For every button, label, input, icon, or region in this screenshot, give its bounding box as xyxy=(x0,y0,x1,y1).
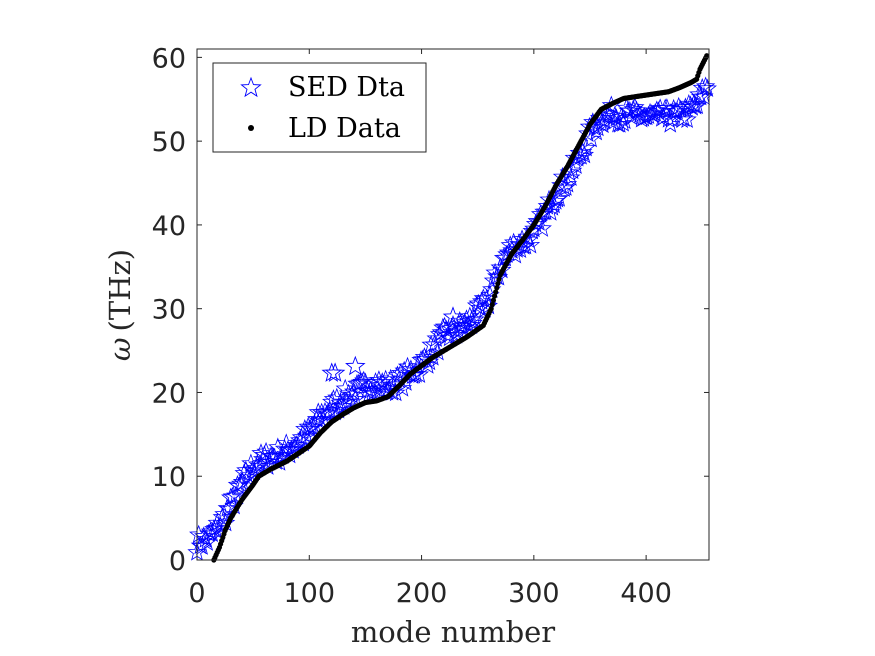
x-tick-label: 200 xyxy=(396,578,448,609)
legend-box xyxy=(212,62,427,153)
y-tick-label: 50 xyxy=(152,127,186,158)
y-tick-label: 20 xyxy=(152,378,186,409)
sed-point xyxy=(364,383,384,403)
x-tick-label: 0 xyxy=(188,578,205,609)
sed-point xyxy=(244,461,264,481)
sed-point xyxy=(222,486,243,505)
sed-point xyxy=(522,221,542,240)
y-tick-label: 30 xyxy=(152,295,186,326)
ld-point xyxy=(488,306,494,312)
sed-point xyxy=(327,387,347,407)
ld-point xyxy=(491,293,498,299)
sed-point xyxy=(217,498,237,517)
y-axis-unit: (THz) xyxy=(103,249,137,332)
y-tick-label: 0 xyxy=(169,546,186,577)
sed-point xyxy=(500,235,520,254)
sed-point xyxy=(424,334,445,354)
sed-point xyxy=(470,298,490,317)
sed-point xyxy=(677,109,697,128)
sed-point xyxy=(616,98,637,117)
ld-series-layer xyxy=(211,53,710,563)
sed-point xyxy=(680,95,701,114)
sed-point xyxy=(535,201,556,221)
sed-point xyxy=(524,218,544,238)
ld-point xyxy=(494,285,500,291)
x-tick-label: 300 xyxy=(508,578,560,609)
legend-sed-marker xyxy=(240,76,262,98)
sed-point xyxy=(517,226,537,246)
y-tick-label: 10 xyxy=(152,462,186,493)
legend: SED Dta LD Data xyxy=(212,62,427,153)
y-tick-label: 40 xyxy=(152,211,186,242)
ld-point xyxy=(496,276,502,282)
sed-point xyxy=(434,316,455,336)
sed-point xyxy=(354,370,374,390)
ld-point xyxy=(489,301,495,308)
legend-ld-marker xyxy=(248,125,254,131)
y-axis-symbol: ω xyxy=(103,337,137,361)
sed-outlier-point xyxy=(442,306,464,326)
legend-sed-label: SED Dta xyxy=(288,72,405,103)
sed-outlier-point xyxy=(460,314,482,335)
legend-ld-label: LD Data xyxy=(288,113,401,144)
ld-point xyxy=(495,280,501,287)
sed-point xyxy=(190,535,211,555)
sed-point xyxy=(333,396,354,415)
legend-star-shape xyxy=(240,76,262,98)
sed-point xyxy=(419,351,440,371)
sed-point xyxy=(613,113,633,132)
sed-point xyxy=(386,382,406,402)
sed-point xyxy=(697,78,717,97)
sed-point xyxy=(520,235,541,254)
sed-point xyxy=(253,449,273,468)
y-axis-label: ω (THz) xyxy=(103,249,137,361)
sed-point xyxy=(330,392,350,412)
sed-point xyxy=(202,523,222,543)
sed-point xyxy=(669,96,689,116)
sed-point xyxy=(527,211,547,230)
sed-point xyxy=(461,310,482,329)
axes-frame xyxy=(196,48,710,561)
sed-point xyxy=(226,485,246,505)
ld-point xyxy=(490,297,497,303)
sed-outlier-point xyxy=(345,355,366,376)
sed-point xyxy=(667,101,687,120)
x-axis-label: mode number xyxy=(351,615,555,649)
sed-point xyxy=(229,476,249,495)
sed-point xyxy=(625,97,645,116)
sed-point xyxy=(684,94,704,113)
sed-point xyxy=(465,309,485,328)
sed-point xyxy=(293,432,313,452)
ld-point xyxy=(493,289,499,295)
sed-point xyxy=(657,98,677,117)
sed-outlier-point xyxy=(324,362,346,382)
sed-point xyxy=(650,98,670,117)
y-tick-label: 60 xyxy=(152,43,186,74)
x-tick-label: 100 xyxy=(284,578,336,609)
sed-point xyxy=(660,114,680,133)
x-tick-label: 400 xyxy=(620,578,672,609)
sed-point xyxy=(674,108,694,127)
sed-point xyxy=(345,389,365,408)
sed-point xyxy=(593,114,613,134)
sed-point xyxy=(241,453,261,472)
ticks-layer: 0 100 200 300 400 0 10 20 30 40 50 60 xyxy=(152,43,709,609)
sed-point xyxy=(537,196,557,215)
sed-point xyxy=(605,106,625,125)
sed-point xyxy=(695,76,716,95)
sed-point xyxy=(268,437,288,456)
